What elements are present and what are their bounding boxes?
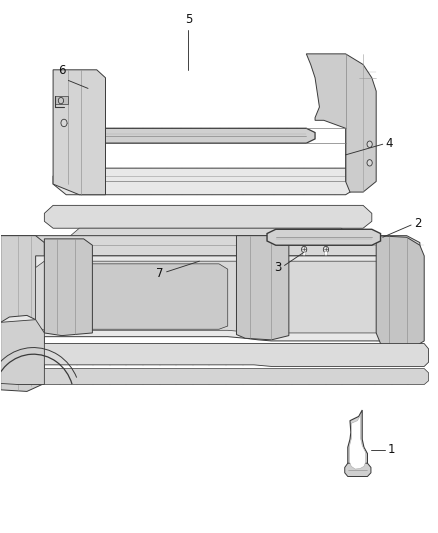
Text: 3: 3 [274,261,282,274]
Circle shape [58,98,64,104]
Polygon shape [55,96,68,104]
Text: 6: 6 [58,64,66,77]
Circle shape [61,119,67,127]
Polygon shape [306,54,376,192]
Polygon shape [237,236,289,340]
Text: 2: 2 [414,217,422,230]
Polygon shape [97,128,315,143]
Circle shape [302,251,306,255]
Polygon shape [53,264,228,329]
Text: 4: 4 [386,136,393,150]
Polygon shape [10,368,428,384]
Polygon shape [350,415,366,469]
Polygon shape [44,239,92,336]
Text: 5: 5 [185,13,192,26]
Polygon shape [1,236,420,256]
Circle shape [324,251,328,255]
Polygon shape [274,236,295,241]
Polygon shape [121,236,143,241]
Text: 7: 7 [156,267,163,280]
Text: 1: 1 [388,443,395,456]
Polygon shape [376,236,424,351]
Circle shape [323,246,328,253]
Circle shape [367,160,372,166]
Polygon shape [53,70,106,195]
Polygon shape [345,463,371,477]
Polygon shape [71,228,350,246]
Polygon shape [35,261,394,333]
Polygon shape [267,229,381,245]
Polygon shape [53,168,363,195]
Polygon shape [208,236,230,241]
Polygon shape [44,205,372,228]
Polygon shape [1,320,44,384]
Polygon shape [1,256,398,344]
Circle shape [367,141,372,148]
Polygon shape [1,236,44,391]
Circle shape [301,246,307,253]
Polygon shape [348,410,367,473]
Polygon shape [1,344,428,368]
